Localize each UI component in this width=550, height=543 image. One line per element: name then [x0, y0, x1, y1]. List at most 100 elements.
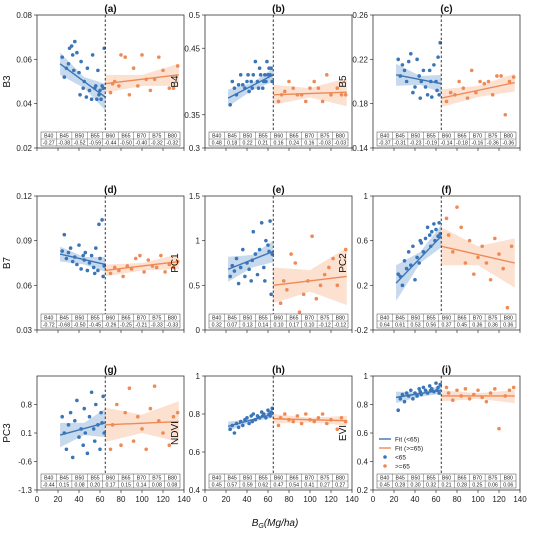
point-low	[241, 83, 245, 87]
point-low	[228, 102, 232, 107]
point-low	[436, 385, 440, 390]
point-low	[434, 381, 438, 385]
table-value-cell: -0.19	[425, 140, 437, 146]
table-header-cell: B50	[411, 315, 420, 321]
point-low	[256, 86, 261, 90]
point-low	[96, 268, 100, 273]
table-value-cell: 0.54	[289, 482, 299, 488]
point-low	[68, 246, 73, 250]
point-low	[85, 451, 90, 456]
point-high	[511, 385, 516, 390]
table-value-cell: 0.28	[457, 482, 467, 488]
point-high	[157, 55, 161, 59]
point-low	[415, 255, 419, 260]
legend-pts-low: <65	[395, 454, 406, 461]
point-low	[94, 246, 98, 250]
table-value-cell: -0.12	[319, 322, 331, 328]
confidence-band-high	[105, 401, 179, 442]
x-tick-label: 40	[75, 495, 84, 504]
point-high	[144, 447, 148, 452]
table-value-cell: 0.25	[472, 482, 482, 488]
y-tick-label: 0.08	[16, 11, 32, 20]
point-low	[432, 63, 436, 67]
point-low	[232, 269, 237, 273]
table-value-cell: 0.45	[457, 322, 467, 328]
x-tick-label: 120	[492, 495, 506, 504]
point-high	[108, 271, 113, 276]
y-tick-label: 0.6	[357, 429, 369, 438]
point-high	[297, 310, 302, 314]
point-high	[484, 261, 489, 265]
point-low	[413, 277, 417, 282]
point-low	[402, 258, 407, 263]
x-tick-label: 120	[324, 495, 338, 504]
point-low	[409, 388, 413, 393]
point-high	[108, 447, 113, 452]
y-axis-title: PC1	[170, 253, 181, 273]
point-low	[269, 410, 273, 414]
table-header-cell: B75	[320, 475, 329, 481]
point-high	[289, 252, 293, 256]
table-value-cell: 0.57	[227, 482, 237, 488]
point-low	[263, 73, 267, 77]
point-high	[322, 272, 327, 277]
point-high	[476, 255, 480, 260]
point-low	[66, 61, 71, 66]
x-tick-label: 140	[345, 495, 359, 504]
y-tick-label: 0.6	[189, 448, 201, 457]
fit-line-high	[441, 81, 515, 99]
point-low	[398, 397, 403, 401]
point-high	[175, 410, 180, 415]
point-low	[411, 90, 415, 95]
y-tick-label: -1.3	[18, 486, 32, 495]
x-tick-label: 140	[177, 495, 191, 504]
table-header-cell: B65	[121, 475, 130, 481]
point-low	[437, 93, 441, 97]
point-low	[64, 447, 69, 452]
point-high	[171, 265, 176, 270]
point-high	[467, 397, 472, 401]
point-low	[421, 385, 426, 390]
x-tick-label: 40	[243, 495, 252, 504]
point-high	[327, 265, 331, 270]
table-value-cell: 0.16	[273, 140, 283, 146]
table-value-cell: 0.45	[212, 482, 222, 488]
point-high	[463, 261, 468, 265]
point-low	[98, 447, 102, 452]
point-high	[127, 93, 132, 97]
table-header-cell: B70	[305, 475, 314, 481]
point-high	[316, 416, 321, 420]
table-header-cell: B65	[289, 133, 298, 139]
table-value-cell: -0.03	[334, 140, 346, 146]
table-value-cell: -0.31	[394, 140, 406, 146]
point-high	[291, 419, 296, 424]
y-tick-label: 0.4	[357, 458, 369, 467]
y-tick-label: 0.22	[352, 55, 368, 64]
point-low	[425, 225, 430, 230]
point-low	[430, 229, 434, 234]
table-header-cell: B60	[274, 315, 283, 321]
table-header-cell: B50	[75, 133, 84, 139]
point-high	[501, 266, 506, 271]
confidence-band-low	[396, 63, 442, 93]
table-header-cell: B45	[60, 315, 69, 321]
point-low	[406, 250, 411, 254]
panel-i: (i) EVI 0.2 0.4 0.6 0.8 1 0 20 40 60 80 100 120 140 B40…	[338, 365, 527, 504]
point-high	[467, 238, 472, 243]
point-high	[497, 426, 501, 431]
fit-line-high	[105, 260, 179, 272]
point-low	[94, 402, 98, 407]
point-low	[423, 85, 428, 89]
plot-frame	[204, 14, 353, 149]
point-low	[70, 53, 75, 57]
table-header-cell: B75	[488, 475, 497, 481]
point-low	[100, 218, 104, 222]
point-high	[157, 418, 161, 423]
point-low	[409, 51, 413, 56]
point-high	[171, 414, 176, 419]
table-value-cell: 0.08	[152, 482, 162, 488]
x-tick-label: 20	[54, 495, 63, 504]
point-low	[269, 66, 273, 70]
table-header-cell: B40	[380, 315, 389, 321]
